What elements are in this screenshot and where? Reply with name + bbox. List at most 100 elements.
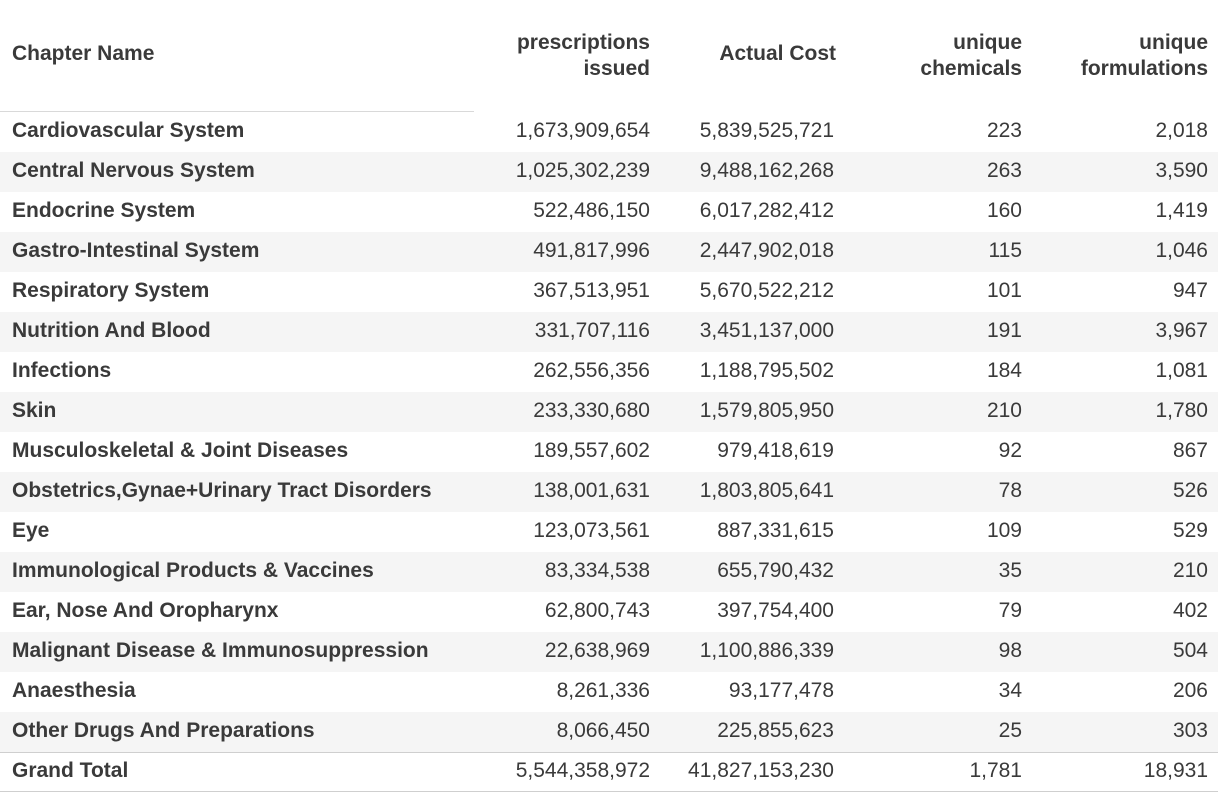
actual-cost-cell: 979,418,619	[717, 439, 834, 462]
actual-cost-cell: 1,803,805,641	[699, 479, 834, 502]
total-formulations: 18,931	[1143, 759, 1208, 782]
actual-cost-cell: 1,579,805,950	[699, 399, 834, 422]
total-chemicals: 1,781	[969, 759, 1022, 782]
table-row: Immunological Products & Vaccines 83,334,…	[0, 552, 1218, 592]
unique-chemicals-cell: 115	[988, 239, 1022, 262]
table-row: Central Nervous System 1,025,302,239 9,488…	[0, 152, 1218, 192]
table-row: Musculoskeletal & Joint Diseases 189,557,…	[0, 432, 1218, 472]
table-row: Cardiovascular System 1,673,909,654 5,839,…	[0, 112, 1218, 152]
actual-cost-cell: 887,331,615	[717, 519, 834, 542]
unique-formulations-cell: 526	[1172, 479, 1208, 502]
unique-formulations-cell: 1,419	[1155, 199, 1208, 222]
unique-chemicals-cell: 98	[998, 639, 1022, 662]
prescriptions-cell: 8,066,450	[556, 719, 650, 742]
chapter-name-cell: Eye	[12, 519, 50, 542]
prescriptions-cell: 1,673,909,654	[515, 119, 650, 142]
header-chapter-name[interactable]: Chapter Name	[12, 42, 155, 65]
table-row: Skin 233,330,680 1,579,805,950 210 1,780	[0, 392, 1218, 432]
chapter-name-cell: Anaesthesia	[12, 679, 136, 702]
unique-chemicals-cell: 184	[986, 359, 1022, 382]
unique-chemicals-cell: 79	[998, 599, 1022, 622]
table-row: Malignant Disease & Immunosuppression 22,…	[0, 632, 1218, 672]
grand-total-row: Grand Total 5,544,358,972 41,827,153,230…	[0, 752, 1218, 792]
chapter-name-cell: Ear, Nose And Oropharynx	[12, 599, 279, 622]
prescriptions-cell: 83,334,538	[544, 559, 650, 582]
prescriptions-cell: 522,486,150	[533, 199, 650, 222]
unique-formulations-cell: 3,590	[1155, 159, 1208, 182]
chapter-name-cell: Obstetrics,Gynae+Urinary Tract Disorders	[12, 479, 432, 502]
unique-chemicals-cell: 92	[998, 439, 1022, 462]
unique-formulations-cell: 1,081	[1155, 359, 1208, 382]
prescriptions-cell: 331,707,116	[534, 319, 650, 342]
unique-formulations-cell: 504	[1172, 639, 1208, 662]
unique-chemicals-cell: 263	[986, 159, 1022, 182]
prescriptions-cell: 62,800,743	[544, 599, 650, 622]
total-cost: 41,827,153,230	[688, 759, 834, 782]
unique-chemicals-cell: 210	[986, 399, 1022, 422]
chapter-name-cell: Infections	[12, 359, 112, 382]
header-unique-formulations[interactable]: unique formulations	[1081, 30, 1208, 82]
header-divider	[0, 111, 474, 112]
header-unique-chemicals[interactable]: unique chemicals	[920, 30, 1022, 82]
unique-chemicals-cell: 25	[998, 719, 1022, 742]
actual-cost-cell: 1,100,886,339	[699, 639, 834, 662]
prescriptions-cell: 22,638,969	[544, 639, 650, 662]
actual-cost-cell: 3,451,137,000	[699, 319, 834, 342]
table-body: Cardiovascular System 1,673,909,654 5,839,…	[0, 112, 1218, 752]
actual-cost-cell: 6,017,282,412	[699, 199, 834, 222]
total-prescriptions: 5,544,358,972	[515, 759, 650, 782]
unique-formulations-cell: 2,018	[1155, 119, 1208, 142]
unique-chemicals-cell: 78	[998, 479, 1022, 502]
actual-cost-cell: 655,790,432	[717, 559, 834, 582]
header-formulations-line1: unique	[1139, 31, 1208, 54]
table-row: Eye 123,073,561 887,331,615 109 529	[0, 512, 1218, 552]
table-header: Chapter Name prescriptions issued Actual…	[0, 0, 1218, 112]
unique-formulations-cell: 947	[1172, 279, 1208, 302]
prescriptions-cell: 262,556,356	[533, 359, 650, 382]
table-row: Infections 262,556,356 1,188,795,502 184 1,0…	[0, 352, 1218, 392]
total-label: Grand Total	[12, 759, 129, 782]
chapter-name-cell: Cardiovascular System	[12, 119, 245, 142]
chapter-name-cell: Nutrition And Blood	[12, 319, 211, 342]
header-actual-cost[interactable]: Actual Cost	[719, 42, 836, 65]
chapter-name-cell: Central Nervous System	[12, 159, 255, 182]
unique-chemicals-cell: 101	[986, 279, 1022, 302]
table-row: Anaesthesia 8,261,336 93,177,478 34 206	[0, 672, 1218, 712]
table-row: Other Drugs And Preparations 8,066,450 225…	[0, 712, 1218, 752]
unique-chemicals-cell: 223	[986, 119, 1022, 142]
unique-formulations-cell: 1,046	[1155, 239, 1208, 262]
prescriptions-cell: 8,261,336	[556, 679, 650, 702]
unique-formulations-cell: 210	[1172, 559, 1208, 582]
unique-chemicals-cell: 34	[998, 679, 1022, 702]
actual-cost-cell: 5,839,525,721	[699, 119, 834, 142]
unique-formulations-cell: 402	[1172, 599, 1208, 622]
actual-cost-cell: 2,447,902,018	[699, 239, 834, 262]
header-prescriptions-issued[interactable]: prescriptions issued	[517, 30, 650, 82]
actual-cost-cell: 1,188,795,502	[699, 359, 834, 382]
table-row: Respiratory System 367,513,951 5,670,522,2…	[0, 272, 1218, 312]
actual-cost-cell: 397,754,400	[717, 599, 834, 622]
chapter-name-cell: Skin	[12, 399, 57, 422]
prescriptions-cell: 138,001,631	[533, 479, 650, 502]
unique-formulations-cell: 867	[1172, 439, 1208, 462]
chapter-name-cell: Malignant Disease & Immunosuppression	[12, 639, 429, 662]
unique-formulations-cell: 1,780	[1155, 399, 1208, 422]
unique-chemicals-cell: 35	[998, 559, 1022, 582]
unique-chemicals-cell: 109	[986, 519, 1022, 542]
table-row: Gastro-Intestinal System 491,817,996 2,447…	[0, 232, 1218, 272]
chapter-name-cell: Other Drugs And Preparations	[12, 719, 315, 742]
prescriptions-cell: 491,817,996	[533, 239, 650, 262]
unique-formulations-cell: 3,967	[1155, 319, 1208, 342]
unique-formulations-cell: 206	[1172, 679, 1208, 702]
chapter-name-cell: Gastro-Intestinal System	[12, 239, 260, 262]
unique-formulations-cell: 529	[1172, 519, 1208, 542]
header-prescriptions-line1: prescriptions	[516, 31, 650, 54]
unique-chemicals-cell: 160	[986, 199, 1022, 222]
prescriptions-cell: 123,073,561	[533, 519, 650, 542]
chapter-name-cell: Musculoskeletal & Joint Diseases	[12, 439, 349, 462]
header-formulations-line2: formulations	[1080, 57, 1208, 80]
chapter-name-cell: Endocrine System	[12, 199, 196, 222]
table-row: Ear, Nose And Oropharynx 62,800,743 397,75…	[0, 592, 1218, 632]
header-prescriptions-line2: issued	[583, 57, 650, 80]
